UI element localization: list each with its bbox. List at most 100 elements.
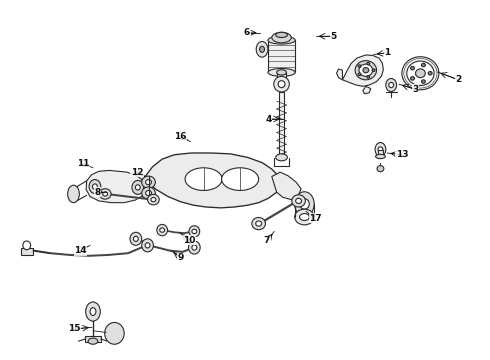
Polygon shape	[127, 174, 147, 190]
Ellipse shape	[256, 41, 268, 57]
Ellipse shape	[93, 184, 98, 189]
Ellipse shape	[151, 197, 156, 202]
Ellipse shape	[277, 70, 287, 75]
Text: 8: 8	[95, 188, 101, 197]
Ellipse shape	[185, 168, 222, 190]
Text: 7: 7	[264, 237, 270, 246]
Text: 15: 15	[68, 324, 81, 333]
Ellipse shape	[389, 82, 393, 87]
Ellipse shape	[375, 154, 385, 159]
Polygon shape	[363, 86, 371, 94]
Ellipse shape	[192, 229, 197, 234]
Ellipse shape	[189, 241, 200, 254]
Ellipse shape	[272, 32, 291, 43]
Ellipse shape	[411, 77, 415, 80]
Ellipse shape	[133, 236, 138, 242]
Ellipse shape	[142, 187, 155, 199]
Ellipse shape	[157, 224, 168, 236]
Text: 5: 5	[331, 32, 337, 41]
Ellipse shape	[411, 66, 415, 70]
Ellipse shape	[146, 180, 151, 185]
Polygon shape	[343, 55, 383, 86]
Ellipse shape	[135, 185, 140, 190]
Text: 10: 10	[183, 235, 195, 244]
Ellipse shape	[294, 209, 314, 225]
Ellipse shape	[421, 63, 425, 67]
Ellipse shape	[268, 68, 295, 76]
Text: 4: 4	[265, 114, 271, 123]
Ellipse shape	[358, 65, 361, 67]
Ellipse shape	[142, 239, 153, 252]
Ellipse shape	[428, 72, 432, 75]
Text: 13: 13	[395, 150, 408, 159]
Ellipse shape	[372, 69, 375, 72]
Ellipse shape	[130, 232, 142, 246]
Ellipse shape	[132, 180, 144, 194]
Ellipse shape	[402, 57, 439, 90]
Ellipse shape	[375, 143, 386, 157]
Polygon shape	[145, 153, 280, 208]
Text: 2: 2	[455, 75, 462, 84]
Ellipse shape	[276, 32, 288, 37]
Bar	[378, 149, 383, 157]
Ellipse shape	[377, 166, 384, 172]
Ellipse shape	[299, 199, 309, 209]
Ellipse shape	[278, 81, 285, 87]
Ellipse shape	[268, 36, 295, 44]
Text: 16: 16	[174, 132, 187, 141]
Ellipse shape	[299, 213, 309, 221]
Ellipse shape	[260, 46, 265, 52]
Ellipse shape	[142, 176, 155, 188]
Ellipse shape	[90, 308, 96, 315]
Ellipse shape	[292, 195, 305, 207]
Polygon shape	[85, 336, 101, 342]
Ellipse shape	[295, 198, 301, 203]
Ellipse shape	[277, 82, 287, 87]
Ellipse shape	[355, 60, 376, 80]
Bar	[277, 72, 287, 84]
Ellipse shape	[421, 80, 425, 83]
Ellipse shape	[363, 68, 369, 73]
Text: 12: 12	[131, 168, 143, 177]
Polygon shape	[272, 172, 301, 199]
Ellipse shape	[386, 78, 396, 91]
Ellipse shape	[252, 217, 266, 230]
Ellipse shape	[160, 228, 165, 232]
Ellipse shape	[23, 241, 30, 250]
Polygon shape	[337, 69, 343, 80]
Ellipse shape	[105, 323, 124, 344]
Ellipse shape	[358, 73, 361, 76]
Ellipse shape	[192, 245, 197, 250]
Bar	[268, 40, 295, 72]
Ellipse shape	[89, 180, 101, 194]
Ellipse shape	[68, 185, 79, 203]
Text: 14: 14	[74, 246, 87, 255]
Ellipse shape	[367, 62, 369, 65]
Text: 6: 6	[244, 28, 250, 37]
Ellipse shape	[274, 76, 289, 92]
Ellipse shape	[221, 168, 259, 190]
Ellipse shape	[88, 338, 98, 344]
Ellipse shape	[147, 194, 159, 205]
Ellipse shape	[407, 61, 434, 85]
Ellipse shape	[103, 192, 108, 196]
Ellipse shape	[367, 76, 369, 78]
Ellipse shape	[378, 147, 383, 152]
Ellipse shape	[294, 192, 314, 216]
Polygon shape	[21, 248, 33, 255]
Text: 17: 17	[309, 214, 322, 223]
Ellipse shape	[189, 226, 200, 237]
Text: 11: 11	[77, 159, 90, 168]
Ellipse shape	[145, 243, 150, 248]
Bar	[279, 92, 284, 158]
Text: 9: 9	[177, 253, 184, 262]
Ellipse shape	[86, 302, 100, 321]
Text: 3: 3	[413, 85, 418, 94]
Ellipse shape	[416, 69, 425, 78]
Ellipse shape	[359, 64, 373, 76]
Text: 1: 1	[384, 48, 391, 57]
Ellipse shape	[256, 221, 262, 226]
Polygon shape	[86, 170, 147, 203]
Ellipse shape	[146, 190, 151, 196]
Ellipse shape	[99, 189, 111, 199]
